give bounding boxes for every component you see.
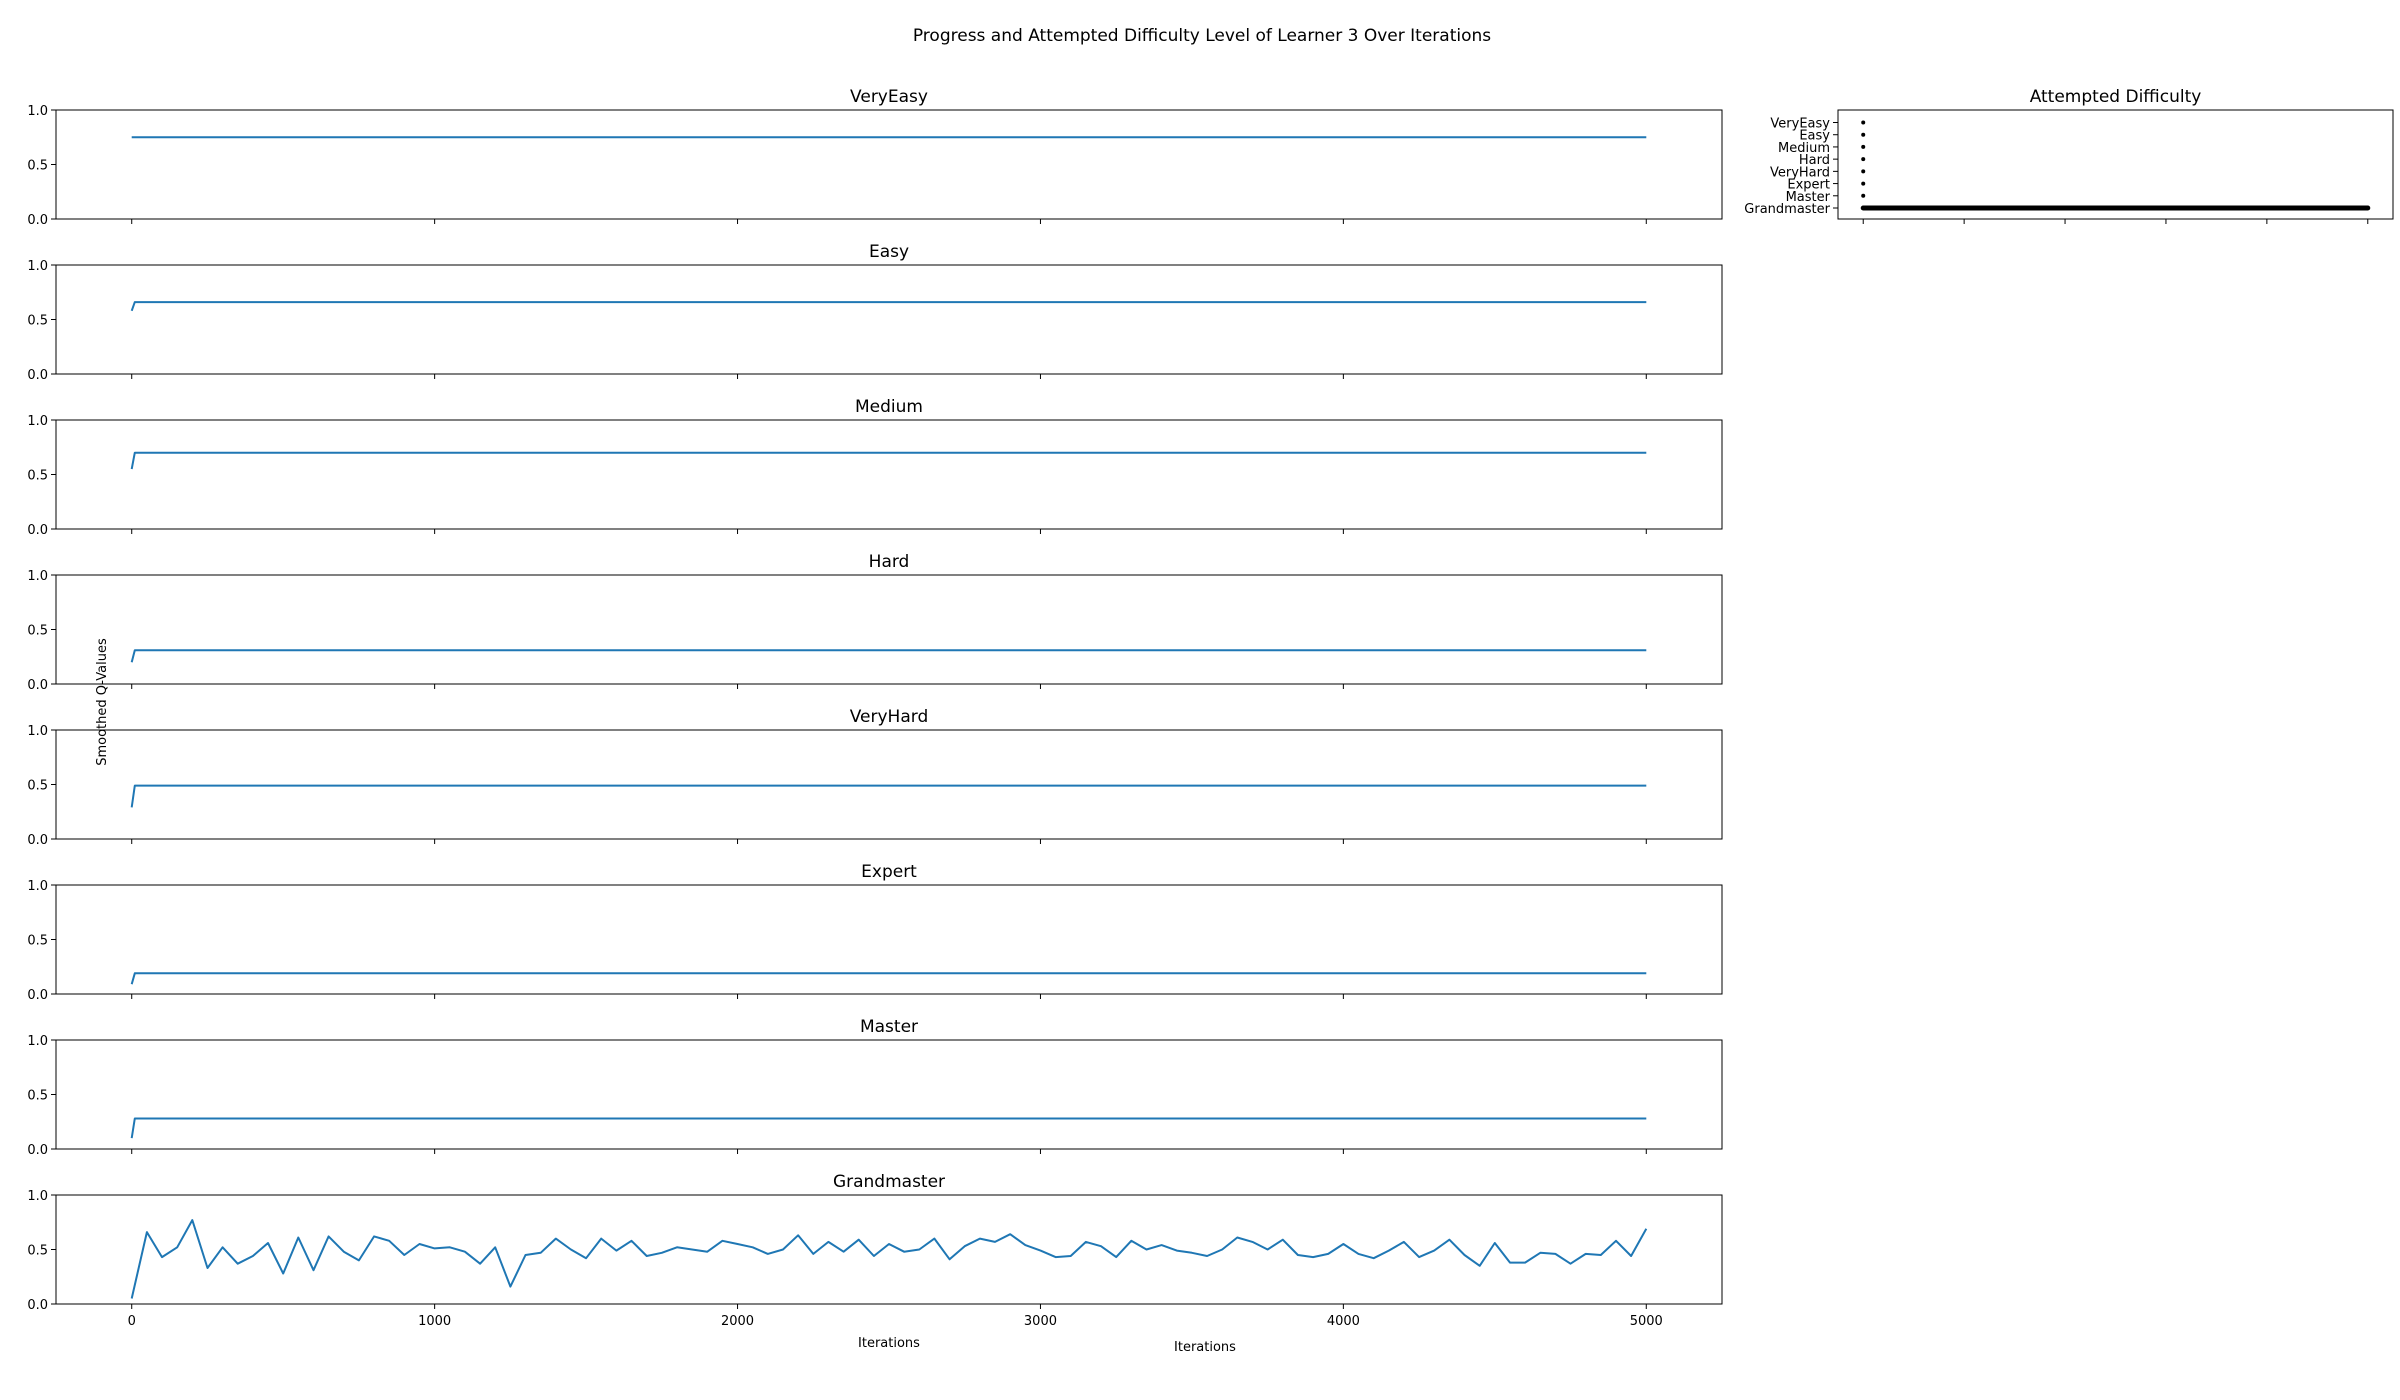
y-tick-label: 0.0 xyxy=(27,523,48,538)
subplot-veryhard: VeryHard 0.0 0.5 1.0 xyxy=(27,707,1723,848)
y-tick-label: 0.0 xyxy=(27,1143,48,1158)
y-tick-label: VeryEasy xyxy=(1770,117,1830,132)
subplot-title: Attempted Difficulty xyxy=(2030,87,2202,107)
data-point xyxy=(1861,144,1866,149)
axes-frame xyxy=(1837,109,2394,220)
series-line xyxy=(130,301,1647,312)
subplot-title: VeryHard xyxy=(850,707,929,727)
subplot-medium: Medium 0.0 0.5 1.0 xyxy=(27,397,1723,538)
y-tick-label: 1.0 xyxy=(27,414,48,429)
figure-title: Progress and Attempted Difficulty Level … xyxy=(913,26,1491,46)
axes-frame xyxy=(55,729,1723,840)
series-line xyxy=(130,1219,1648,1299)
y-tick-label: 0.0 xyxy=(27,833,48,848)
y-tick-label: 1.0 xyxy=(27,1189,48,1204)
subplot-title: Expert xyxy=(861,862,917,882)
subplot-expert: Expert 0.0 0.5 1.0 xyxy=(27,862,1723,1003)
axes-frame xyxy=(55,1194,1723,1305)
y-tick-label: Hard xyxy=(1799,153,1830,168)
axes-frame xyxy=(55,419,1723,530)
axes-frame xyxy=(55,884,1723,995)
data-point xyxy=(1861,132,1866,137)
subplot-title: VeryEasy xyxy=(850,87,928,107)
series-line xyxy=(130,451,1647,470)
y-tick-label: 0.0 xyxy=(27,368,48,383)
y-tick-label: 0.5 xyxy=(27,779,48,794)
y-tick-label: 0.0 xyxy=(27,988,48,1003)
data-point xyxy=(1861,193,1866,198)
y-tick-label: 0.5 xyxy=(27,1089,48,1104)
y-tick-label: 0.5 xyxy=(27,934,48,949)
series-line xyxy=(130,972,1647,985)
subplot-title: Master xyxy=(860,1017,918,1037)
y-tick-label: Medium xyxy=(1778,141,1830,156)
y-tick-label: 0.0 xyxy=(27,678,48,693)
x-tick-label: 5000 xyxy=(1630,1314,1663,1329)
subplot-hard: Hard 0.0 0.5 1.0 xyxy=(27,552,1723,693)
y-tick-label: 1.0 xyxy=(27,879,48,894)
axes-frame xyxy=(55,1039,1723,1150)
y-tick-label: Expert xyxy=(1787,178,1830,193)
x-axis-label-left: Iterations xyxy=(858,1336,920,1351)
y-tick-label: 0.5 xyxy=(27,1244,48,1259)
subplot-title: Grandmaster xyxy=(833,1172,945,1192)
y-tick-label: 1.0 xyxy=(27,724,48,739)
data-point xyxy=(1861,181,1866,186)
subplot-easy: Easy 0.0 0.5 1.0 xyxy=(27,242,1723,383)
subplot-master: Master 0.0 0.5 1.0 xyxy=(27,1017,1723,1158)
subplot-title: Medium xyxy=(855,397,923,417)
y-tick-label: Grandmaster xyxy=(1744,202,1830,217)
x-axis-label-right: Iterations xyxy=(1174,1340,1236,1355)
y-tick-label: Master xyxy=(1786,190,1831,205)
x-tick-label: 0 xyxy=(128,1314,136,1329)
axes-frame xyxy=(55,574,1723,685)
y-tick-label: 1.0 xyxy=(27,104,48,119)
data-point xyxy=(1861,169,1866,174)
x-tick-label: 2000 xyxy=(721,1314,754,1329)
y-axis-label: Smoothed Q-Values xyxy=(95,638,110,766)
y-tick-label: Easy xyxy=(1799,129,1830,144)
subplot-title: Hard xyxy=(869,552,910,572)
y-tick-label: 0.5 xyxy=(27,314,48,329)
x-tick-label: 4000 xyxy=(1327,1314,1360,1329)
y-tick-label: 1.0 xyxy=(27,569,48,584)
subplot-veryeasy: VeryEasy 0.0 0.5 1.0 xyxy=(27,87,1723,228)
series-line xyxy=(130,649,1647,663)
subplot-attempted-difficulty: Attempted Difficulty VeryEasyEasyMediumHa… xyxy=(1744,87,2394,224)
subplot-grandmaster: Grandmaster 0.0 0.5 1.0 0 1000 2000 3000 4000 500… xyxy=(27,1172,1723,1329)
x-tick-label: 1000 xyxy=(418,1314,451,1329)
x-tick-label: 3000 xyxy=(1024,1314,1057,1329)
y-tick-label: VeryHard xyxy=(1770,165,1830,180)
axes-frame xyxy=(55,264,1723,375)
subplot-title: Easy xyxy=(869,242,909,262)
y-tick-label: 0.5 xyxy=(27,469,48,484)
y-tick-label: 0.0 xyxy=(27,213,48,228)
y-tick-label: 0.5 xyxy=(27,159,48,174)
data-point xyxy=(1861,120,1866,125)
series-line xyxy=(130,1117,1647,1139)
y-tick-label: 1.0 xyxy=(27,259,48,274)
subplot-grid: VeryEasy 0.0 0.5 1.0 Easy 0.0 0.5 1.0 Medium 0.0 0… xyxy=(27,87,2394,1329)
y-tick-label: 1.0 xyxy=(27,1034,48,1049)
axes-frame xyxy=(55,109,1723,220)
series-line xyxy=(130,784,1647,808)
y-tick-label: 0.5 xyxy=(27,624,48,639)
y-tick-label: 0.0 xyxy=(27,1298,48,1313)
data-point xyxy=(1861,157,1866,162)
